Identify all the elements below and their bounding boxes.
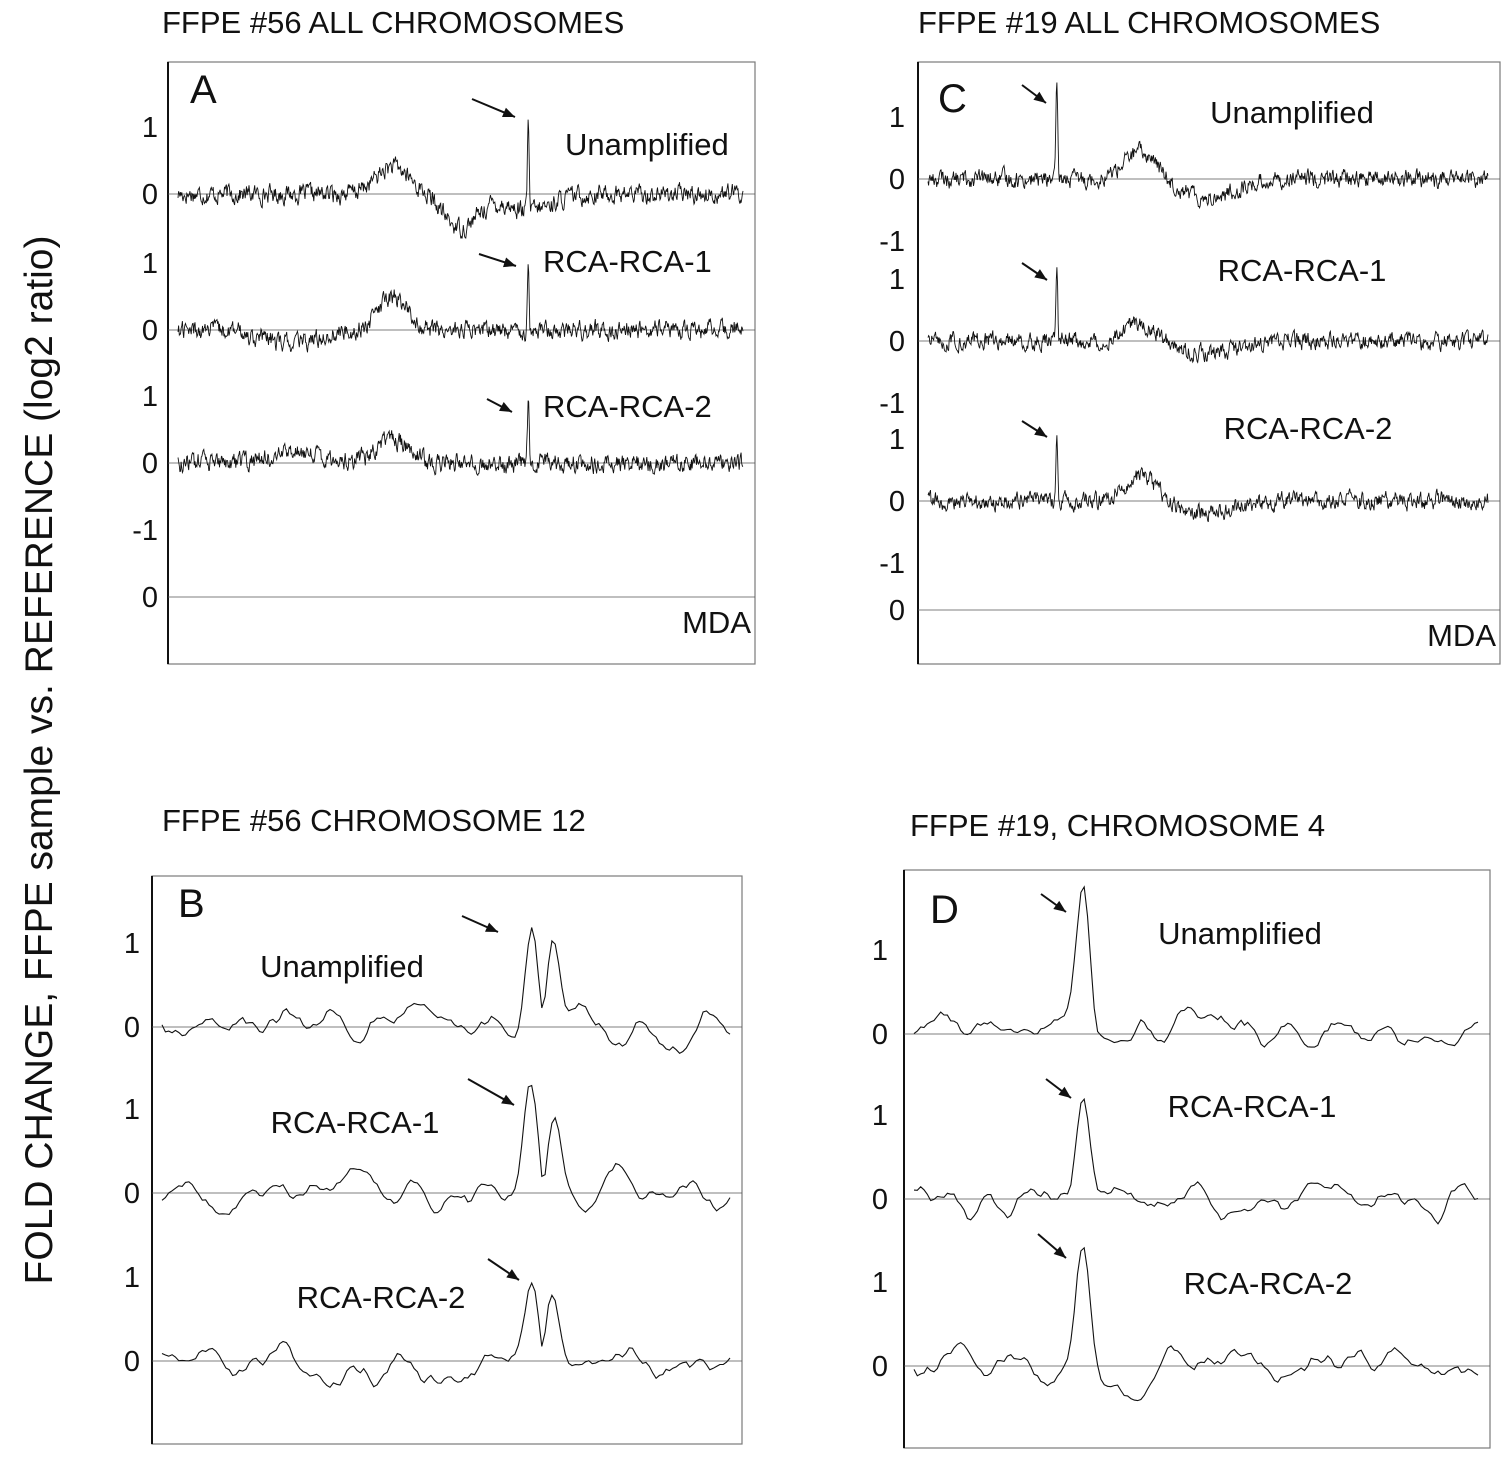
y-tick-label: 1	[872, 1100, 888, 1132]
y-tick-label: 1	[142, 248, 158, 280]
peak-arrowhead	[1034, 269, 1047, 280]
mda-label: MDA	[1427, 618, 1496, 653]
trace-unamplified	[161, 927, 731, 1054]
trace-rca-rca-2	[177, 400, 744, 476]
y-tick-label: 0	[124, 1346, 140, 1378]
peak-arrowhead	[499, 402, 512, 412]
peak-arrowhead	[502, 107, 515, 117]
series-label: Unamplified	[260, 949, 424, 984]
panel-title: FFPE #19 ALL CHROMOSOMES	[918, 5, 1380, 40]
peak-arrowhead	[1033, 91, 1046, 103]
peak-arrowhead	[503, 257, 516, 268]
y-tick-label: 1	[872, 935, 888, 967]
series-label: RCA-RCA-2	[297, 1280, 466, 1315]
trace-rca-rca-2	[161, 1281, 731, 1389]
y-tick-label: 1	[142, 112, 158, 144]
y-tick-label: 1	[889, 424, 905, 456]
trace-rca-rca-2	[913, 1246, 1479, 1402]
series-label: Unamplified	[1158, 916, 1322, 951]
y-tick-label: 0	[124, 1178, 140, 1210]
series-label: RCA-RCA-2	[543, 389, 712, 424]
plot-frame	[903, 869, 1491, 1449]
panel-letter: D	[930, 888, 959, 932]
y-tick-label: -1	[879, 388, 905, 420]
y-tick-label: 0	[142, 582, 158, 614]
panel-title: FFPE #19, CHROMOSOME 4	[910, 808, 1325, 843]
series-label: Unamplified	[565, 127, 729, 162]
y-tick-label: 1	[142, 381, 158, 413]
y-tick-label: 0	[872, 1351, 888, 1383]
plot-frame	[917, 61, 1501, 665]
y-tick-label: 0	[142, 315, 158, 347]
series-label: RCA-RCA-1	[1168, 1089, 1337, 1124]
trace-rca-rca-1	[161, 1084, 731, 1215]
y-tick-label: 0	[889, 595, 905, 627]
plot-frame	[151, 875, 743, 1445]
peak-arrowhead	[1058, 1086, 1071, 1098]
y-tick-label: 0	[142, 179, 158, 211]
y-tick-label: 1	[124, 928, 140, 960]
y-tick-label: -1	[132, 515, 158, 547]
panels: FFPE #56 ALL CHROMOSOMES A Unamplified 1 0 RC…	[124, 5, 1501, 1449]
mda-label: MDA	[682, 605, 751, 640]
panel-letter: C	[938, 77, 967, 121]
y-tick-label: 0	[142, 448, 158, 480]
series-label: RCA-RCA-1	[271, 1105, 440, 1140]
trace-unamplified	[177, 119, 744, 239]
y-tick-label: 0	[124, 1012, 140, 1044]
series-label: RCA-RCA-1	[1218, 253, 1387, 288]
peak-arrowhead	[501, 1094, 514, 1105]
trace-unamplified	[927, 82, 1489, 210]
y-tick-label: -1	[879, 226, 905, 258]
y-tick-label: 1	[124, 1094, 140, 1126]
y-tick-label: 0	[889, 486, 905, 518]
panel-a: FFPE #56 ALL CHROMOSOMES A Unamplified 1 0 RC…	[132, 5, 756, 665]
peak-arrowhead	[506, 1269, 519, 1280]
peak-arrowhead	[1053, 900, 1066, 912]
series-label: RCA-RCA-1	[543, 244, 712, 279]
trace-unamplified	[913, 885, 1479, 1048]
peak-arrowhead	[1053, 1246, 1066, 1258]
y-tick-label: 1	[889, 102, 905, 134]
y-tick-label: 0	[889, 164, 905, 196]
panel-letter: B	[178, 882, 205, 926]
trace-rca-rca-2	[927, 435, 1489, 523]
series-label: RCA-RCA-2	[1184, 1266, 1353, 1301]
panel-title: FFPE #56 CHROMOSOME 12	[162, 803, 586, 838]
trace-rca-rca-1	[913, 1097, 1479, 1225]
series-label: RCA-RCA-2	[1224, 411, 1393, 446]
y-tick-label: 0	[872, 1019, 888, 1051]
panel-b: FFPE #56 CHROMOSOME 12 B Unamplified 1 0 RCA-…	[124, 803, 743, 1445]
y-tick-label: -1	[879, 548, 905, 580]
panel-c: FFPE #19 ALL CHROMOSOMES C Unamplified 1 0 -1…	[879, 5, 1501, 665]
y-tick-label: 1	[124, 1262, 140, 1294]
trace-rca-rca-1	[927, 267, 1489, 364]
trace-rca-rca-1	[177, 264, 744, 353]
series-label: Unamplified	[1210, 95, 1374, 130]
panel-d: FFPE #19, CHROMOSOME 4 D Unamplified 1 0 RCA-…	[872, 808, 1491, 1449]
y-tick-label: 1	[889, 264, 905, 296]
peak-arrowhead	[485, 922, 498, 932]
peak-arrowhead	[1034, 426, 1047, 437]
y-tick-label: 0	[872, 1184, 888, 1216]
y-axis-label: FOLD CHANGE, FFPE sample vs. REFERENCE (…	[18, 236, 61, 1285]
y-tick-label: 0	[889, 326, 905, 358]
panel-letter: A	[190, 68, 217, 112]
y-tick-label: 1	[872, 1267, 888, 1299]
panel-title: FFPE #56 ALL CHROMOSOMES	[162, 5, 624, 40]
